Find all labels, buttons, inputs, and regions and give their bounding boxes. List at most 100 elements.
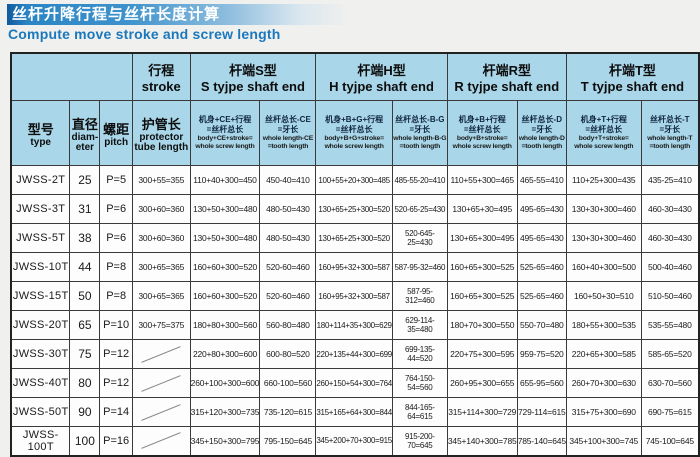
cell-s-tooth: 520-60=460 [259, 281, 317, 311]
cell-h-tooth: 699-135-44=520 [391, 339, 448, 369]
cell-s-body: 180+80+300=560 [189, 310, 261, 340]
cell-h-tooth: 587-95-32=460 [391, 252, 448, 282]
cell-r-tooth: 729-114=615 [516, 397, 567, 427]
cell-t-tooth: 460-30=430 [640, 194, 700, 224]
header-formula-r-body: 机身+B+行程 =丝杆总长 body+B+stroke= whole screw… [446, 100, 518, 166]
cell-pitch: P=12 [99, 339, 134, 369]
cell-t-body: 345+100+300=745 [565, 426, 642, 456]
header-diameter-zh: 直径 [71, 116, 98, 132]
formula-line: =牙长 [409, 124, 431, 134]
header-pitch-en: pitch [104, 136, 129, 148]
header-group-r: 杆端R型 R tyjpe shaft end [446, 52, 567, 101]
slash-mark [141, 432, 181, 450]
cell-r-body: 260+95+300=655 [446, 368, 518, 398]
cell-pitch: P=8 [99, 281, 134, 311]
cell-h-body: 180+114+35+300=629 [315, 310, 393, 340]
table-row: JWSS-10T 44 P=8 300+65=365 160+60+300=52… [10, 252, 700, 282]
header-protector-en2: tube length [134, 141, 189, 153]
blank-corner-cell [10, 52, 134, 101]
cell-type: JWSS-2T [10, 165, 71, 195]
cell-type: JWSS-3T [10, 194, 71, 224]
cell-s-tooth: 735-120=615 [259, 397, 317, 427]
formula-line: =丝杆总长 [335, 124, 373, 134]
cell-s-body: 130+50+300=480 [189, 223, 261, 253]
header-type-zh: 型号 [27, 121, 54, 137]
cell-r-tooth: 959-75=520 [516, 339, 567, 369]
cell-s-body: 160+60+300=520 [189, 281, 261, 311]
cell-h-body: 100+55+20+300=485 [315, 165, 393, 195]
cell-type: JWSS-40T [10, 368, 71, 398]
cell-h-body: 345+200+70+300=915 [315, 426, 393, 456]
formula-line: whole length-T [647, 134, 693, 142]
cell-t-body: 130+30+300=460 [565, 194, 642, 224]
header-group-t-zh: 杆端T型 [608, 63, 656, 78]
cell-t-body: 220+65+300=585 [565, 339, 642, 369]
cell-diameter: 44 [69, 252, 101, 282]
cell-t-tooth: 745-100=645 [640, 426, 700, 456]
formula-line: 丝杆总长-T [650, 114, 690, 124]
formula-line: 机身+B+G+行程 [325, 114, 384, 124]
formula-line: =丝杆总长 [206, 124, 244, 134]
formula-line: whole screw length [452, 143, 512, 150]
cell-diameter: 75 [69, 339, 101, 369]
cell-r-tooth: 465-55=410 [516, 165, 567, 195]
table-row: JWSS-3T 31 P=6 300+60=360 130+50+300=480… [10, 194, 700, 224]
header-type: 型号 type [10, 100, 71, 166]
cell-r-body: 160+65+300=525 [446, 281, 518, 311]
cell-t-tooth: 500-40=460 [640, 252, 700, 282]
cell-s-body: 220+80+300=600 [189, 339, 261, 369]
cell-t-body: 160+50+30=510 [565, 281, 642, 311]
cell-pitch: P=16 [99, 426, 134, 456]
header-formula-h-body: 机身+B+G+行程 =丝杆总长 body+B+G+stroke= whole s… [315, 100, 393, 166]
cell-r-tooth: 550-70=480 [516, 310, 567, 340]
formula-line: =丝杆总长 [585, 124, 623, 134]
sub-header-row: 型号 type 直径 diam- eter 螺距 pitch 护管长 prote… [10, 100, 700, 166]
cell-h-body: 130+65+25+300=520 [315, 194, 393, 224]
header-pitch: 螺距 pitch [99, 100, 134, 166]
formula-line: whole length-CE [262, 134, 314, 142]
cell-type: JWSS-30T [10, 339, 71, 369]
formula-line: whole screw length [574, 143, 634, 150]
cell-protector: 300+60=360 [132, 223, 191, 253]
page-subtitle: Compute move stroke and screw length [8, 26, 281, 42]
cell-r-tooth: 525-65=460 [516, 252, 567, 282]
cell-s-body: 345+150+300=795 [189, 426, 261, 456]
spec-table: 行程 stroke 杆端S型 S tyjpe shaft end 杆端H型 H … [10, 52, 700, 457]
cell-t-tooth: 535-55=480 [640, 310, 700, 340]
header-group-r-zh: 杆端R型 [482, 63, 531, 78]
table-row: JWSS-2T 25 P=5 300+55=355 110+40+300=450… [10, 165, 700, 195]
header-stroke-en: stroke [141, 79, 181, 94]
cell-r-body: 345+140+300=785 [446, 426, 518, 456]
formula-line: =tooth length [521, 143, 563, 150]
slash-mark [141, 345, 181, 363]
header-group-t-en: T tyjpe shaft end [580, 79, 685, 94]
header-formula-t-body: 机身+T+行程 =丝杆总长 body+T+stroke= whole screw… [565, 100, 642, 166]
formula-line: =牙长 [659, 124, 681, 134]
formula-line: 丝杆总长-CE [265, 114, 311, 124]
cell-r-tooth: 525-65=460 [516, 281, 567, 311]
header-stroke-zh: 行程 [148, 63, 175, 78]
cell-t-body: 180+55+300=535 [565, 310, 642, 340]
cell-r-tooth: 655-95=560 [516, 368, 567, 398]
cell-h-body: 260+150+54+300=764 [315, 368, 393, 398]
cell-protector-empty [132, 397, 191, 427]
header-group-h-zh: 杆端H型 [357, 63, 406, 78]
cell-r-tooth: 785-140=645 [516, 426, 567, 456]
cell-t-tooth: 435-25=410 [640, 165, 700, 195]
header-diameter-en1: diam- [71, 131, 99, 143]
cell-diameter: 38 [69, 223, 101, 253]
header-formula-s-body: 机身+CE+行程 =丝杆总长 body+CE+stroke= whole scr… [189, 100, 261, 166]
formula-line: =tooth length [649, 143, 691, 150]
cell-type: JWSS-5T [10, 223, 71, 253]
cell-h-tooth: 764-150-54=560 [391, 368, 448, 398]
table-row: JWSS-100T 100 P=16 345+150+300=795 795-1… [10, 426, 700, 456]
cell-s-tooth: 795-150=645 [259, 426, 317, 456]
formula-line: body+T+stroke= [578, 134, 629, 142]
cell-diameter: 25 [69, 165, 101, 195]
cell-protector: 300+75=375 [132, 310, 191, 340]
table-row: JWSS-5T 38 P=6 300+60=360 130+50+300=480… [10, 223, 700, 253]
page-title: 丝杆升降行程与丝杆长度计算 [7, 4, 349, 25]
cell-t-tooth: 510-50=460 [640, 281, 700, 311]
cell-r-body: 180+70+300=550 [446, 310, 518, 340]
header-group-s-zh: 杆端S型 [229, 63, 277, 78]
